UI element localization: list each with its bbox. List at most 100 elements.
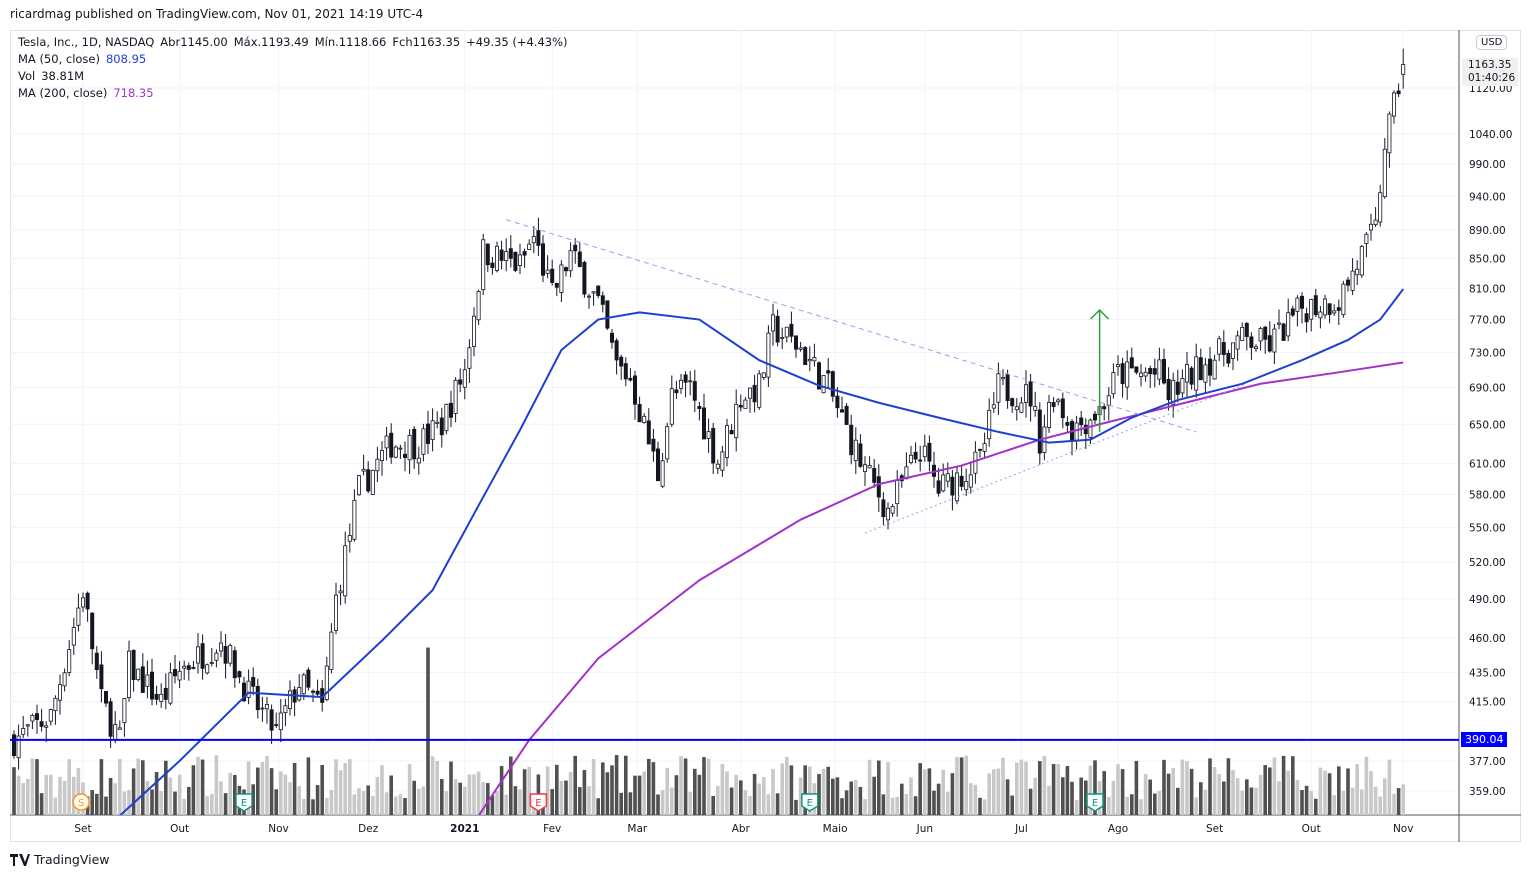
y-tick-label: 730.00 xyxy=(1469,348,1506,360)
candle xyxy=(1373,219,1378,225)
candle xyxy=(840,409,845,413)
volume-bar xyxy=(808,766,812,815)
volume-bar xyxy=(1208,758,1212,815)
volume-bar xyxy=(1143,774,1148,815)
candle xyxy=(435,421,440,424)
volume-bar xyxy=(269,768,274,815)
volume-bar xyxy=(1001,757,1005,815)
volume-bar xyxy=(1235,778,1240,815)
candle xyxy=(784,326,789,338)
volume-bar xyxy=(877,760,881,815)
volume-bar xyxy=(288,782,292,815)
volume-bar xyxy=(1240,790,1244,815)
candle xyxy=(471,315,476,347)
volume-bar xyxy=(62,780,67,815)
volume-bar xyxy=(578,787,582,815)
candle xyxy=(490,262,495,269)
candle xyxy=(85,592,90,610)
candle xyxy=(541,243,546,276)
candle xyxy=(1189,367,1194,385)
candle xyxy=(402,453,407,458)
candle xyxy=(725,425,730,458)
y-tick-label: 650.00 xyxy=(1469,419,1506,431)
currency-button[interactable]: USD xyxy=(1476,35,1508,50)
candle xyxy=(462,369,467,388)
candle xyxy=(697,406,702,410)
candle xyxy=(1231,342,1236,359)
volume-bar xyxy=(1134,760,1139,815)
volume-bar xyxy=(430,756,435,815)
candle xyxy=(375,458,380,472)
volume-bar xyxy=(1249,787,1254,815)
candle xyxy=(140,666,145,693)
volume-bar xyxy=(265,756,269,815)
volume-bar xyxy=(1332,794,1336,815)
volume-bar xyxy=(1373,786,1378,815)
candle xyxy=(200,643,205,669)
candle xyxy=(1332,310,1337,314)
candle xyxy=(757,373,762,408)
candle xyxy=(683,374,688,383)
candle xyxy=(1208,358,1213,376)
candle xyxy=(398,447,403,450)
candle xyxy=(1212,359,1217,380)
volume-bar xyxy=(338,770,343,815)
volume-bar xyxy=(187,786,191,815)
volume-bar xyxy=(858,786,863,815)
symbol-legend: Tesla, Inc., 1D, NASDAQ Abr1145.00 Máx.119… xyxy=(18,35,574,49)
volume-bar xyxy=(1019,759,1024,815)
candle xyxy=(504,251,509,261)
candle xyxy=(1226,352,1231,364)
ma50-legend[interactable]: MA (50, close) 808.95 xyxy=(18,52,152,66)
ma200-legend[interactable]: MA (200, close) 718.35 xyxy=(18,86,160,100)
volume-bar xyxy=(154,772,159,815)
volume-bar xyxy=(76,768,81,815)
candle xyxy=(131,649,136,681)
candle xyxy=(715,463,720,469)
candle xyxy=(577,251,582,267)
candle xyxy=(163,687,168,700)
volume-legend[interactable]: Vol 38.81M xyxy=(18,69,90,83)
y-tick-label: 770.00 xyxy=(1469,315,1506,327)
tradingview-logo[interactable]: TradingView xyxy=(10,852,110,867)
volume-bar xyxy=(449,761,453,815)
volume-bar xyxy=(748,796,752,815)
volume-bar xyxy=(490,795,495,815)
volume-bar xyxy=(992,769,996,815)
bar-countdown: 01:40:26 xyxy=(1468,72,1516,84)
volume-bar xyxy=(1364,756,1369,815)
event-label: E xyxy=(535,798,541,809)
y-tick-label: 850.00 xyxy=(1469,253,1506,265)
volume-bar xyxy=(670,787,674,815)
volume-bar xyxy=(1272,757,1277,815)
tradingview-logo-icon xyxy=(10,853,30,866)
candle xyxy=(927,442,932,462)
volume-bar xyxy=(734,774,738,815)
volume-bar xyxy=(329,789,334,815)
volume-bar xyxy=(831,778,835,815)
volume-bar xyxy=(647,758,651,815)
volume-bar xyxy=(1162,759,1166,815)
volume-bar xyxy=(987,773,991,815)
volume-bar xyxy=(159,791,163,815)
vol-label: Vol xyxy=(18,69,36,83)
candle xyxy=(1106,395,1111,406)
volume-bar xyxy=(371,795,375,815)
ma50-line xyxy=(119,288,1404,815)
volume-bar xyxy=(619,792,623,815)
candle xyxy=(448,402,453,418)
candle xyxy=(844,405,849,425)
volume-bar xyxy=(136,758,140,815)
volume-bar xyxy=(1355,764,1359,815)
volume-bar xyxy=(67,759,71,815)
candle xyxy=(1079,417,1084,426)
volume-bar xyxy=(628,792,633,815)
candle xyxy=(1088,419,1093,438)
last-price-label: 1163.35 01:40:26 xyxy=(1462,58,1518,86)
candle xyxy=(223,645,228,664)
x-tick-label: Fev xyxy=(543,823,561,835)
volume-bar xyxy=(1180,759,1185,815)
volume-bar xyxy=(1203,789,1208,815)
volume-bar xyxy=(867,759,872,815)
